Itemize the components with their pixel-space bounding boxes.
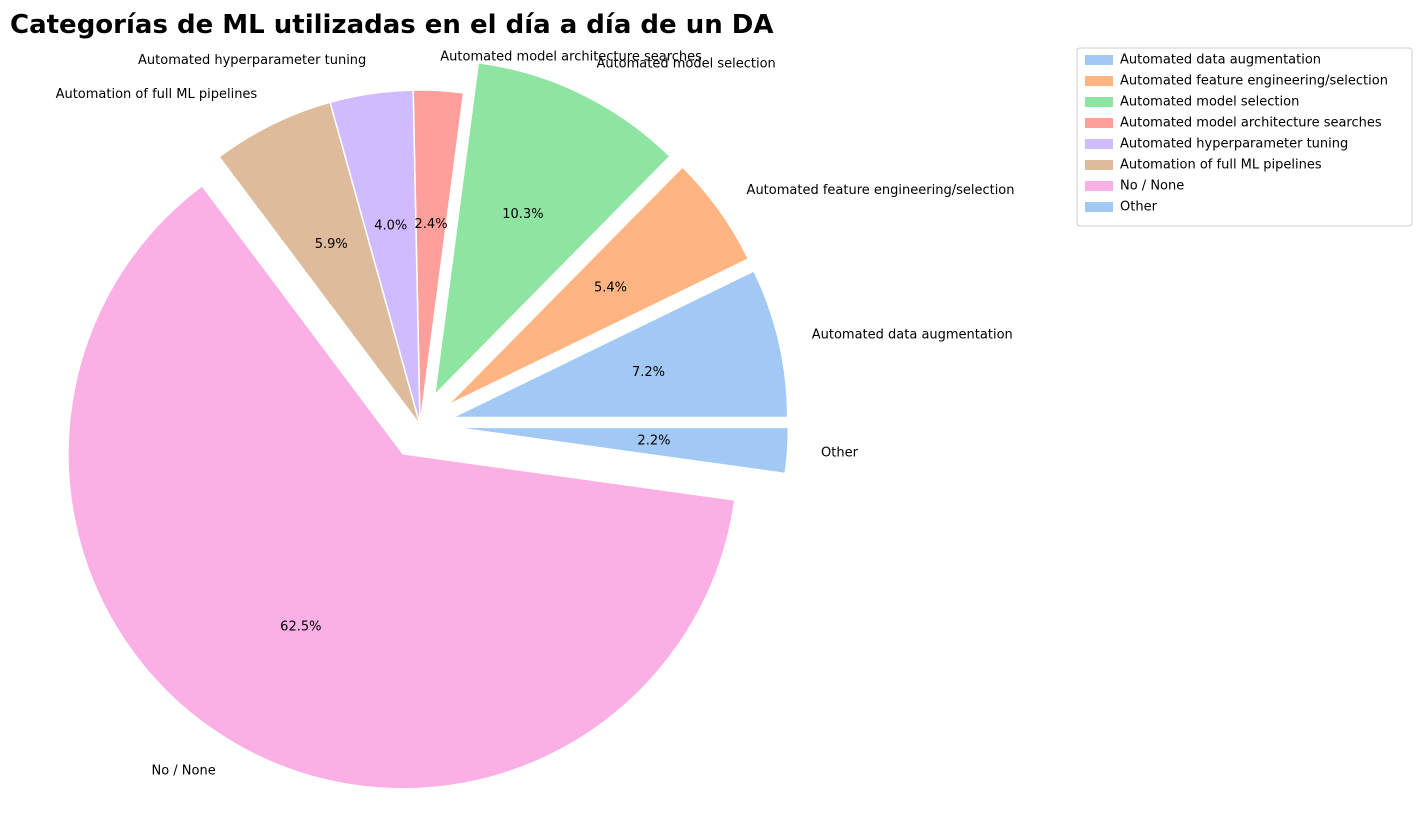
- legend: Automated data augmentation Automated fea…: [1076, 47, 1413, 227]
- slice-percent-no-none: 62.5%: [280, 619, 321, 634]
- legend-label-automated-hyperparameter-tuning: Automated hyperparameter tuning: [1120, 137, 1348, 152]
- legend-swatch-automated-model-architecture-searches: [1085, 118, 1113, 128]
- chart-title: Categorías de ML utilizadas en el día a …: [10, 10, 774, 40]
- pie-slice-automation-of-full-ml-pipelines: [218, 101, 421, 426]
- pie-slice-automated-data-augmentation: [452, 269, 789, 419]
- legend-label-no-none: No / None: [1120, 179, 1184, 194]
- legend-swatch-automated-model-selection: [1085, 97, 1113, 107]
- legend-swatch-automated-data-augmentation: [1085, 55, 1113, 65]
- pie-slices: [67, 61, 790, 790]
- slice-label-other: Other: [821, 445, 859, 460]
- legend-swatch-automated-feature-engineering-selection: [1085, 76, 1113, 86]
- pie-slice-no-none: [67, 184, 736, 790]
- legend-swatch-automated-hyperparameter-tuning: [1085, 139, 1113, 149]
- pie-slice-automated-model-selection: [433, 61, 671, 398]
- legend-frame: [1076, 47, 1413, 227]
- slice-percent-other: 2.2%: [637, 434, 670, 449]
- legend-label-other: Other: [1120, 200, 1158, 215]
- slice-label-automated-model-selection: Automated model selection: [596, 56, 775, 71]
- legend-label-automated-model-selection: Automated model selection: [1120, 95, 1299, 110]
- slice-percent-automation-of-full-ml-pipelines: 5.9%: [315, 237, 348, 252]
- slice-label-automated-model-architecture-searches: Automated model architecture searches: [440, 50, 702, 65]
- slice-label-automation-of-full-ml-pipelines: Automation of full ML pipelines: [56, 87, 258, 102]
- slice-label-automated-data-augmentation: Automated data augmentation: [812, 327, 1013, 342]
- slice-percent-automated-model-selection: 10.3%: [502, 207, 543, 222]
- slice-label-automated-feature-engineering-selection: Automated feature engineering/selection: [747, 183, 1015, 198]
- legend-label-automated-model-architecture-searches: Automated model architecture searches: [1120, 116, 1382, 131]
- slice-label-no-none: No / None: [151, 764, 215, 779]
- legend-label-automation-of-full-ml-pipelines: Automation of full ML pipelines: [1120, 158, 1322, 173]
- slice-percent-automated-hyperparameter-tuning: 4.0%: [374, 219, 407, 234]
- legend-label-automated-feature-engineering-selection: Automated feature engineering/selection: [1120, 74, 1388, 89]
- legend-swatch-no-none: [1085, 181, 1113, 191]
- legend-swatch-other: [1085, 202, 1113, 212]
- legend-swatch-automation-of-full-ml-pipelines: [1085, 160, 1113, 170]
- pie-slice-automated-feature-engineering-selection: [446, 165, 750, 407]
- legend-label-automated-data-augmentation: Automated data augmentation: [1120, 53, 1321, 68]
- pie-labels: Automated data augmentation 7.2% Automated…: [56, 50, 1015, 779]
- slice-label-automated-hyperparameter-tuning: Automated hyperparameter tuning: [138, 53, 366, 68]
- slice-percent-automated-data-augmentation: 7.2%: [632, 365, 665, 380]
- slice-percent-automated-feature-engineering-selection: 5.4%: [594, 281, 627, 296]
- slice-percent-automated-model-architecture-searches: 2.4%: [415, 217, 448, 232]
- pie-slice-other: [453, 426, 790, 475]
